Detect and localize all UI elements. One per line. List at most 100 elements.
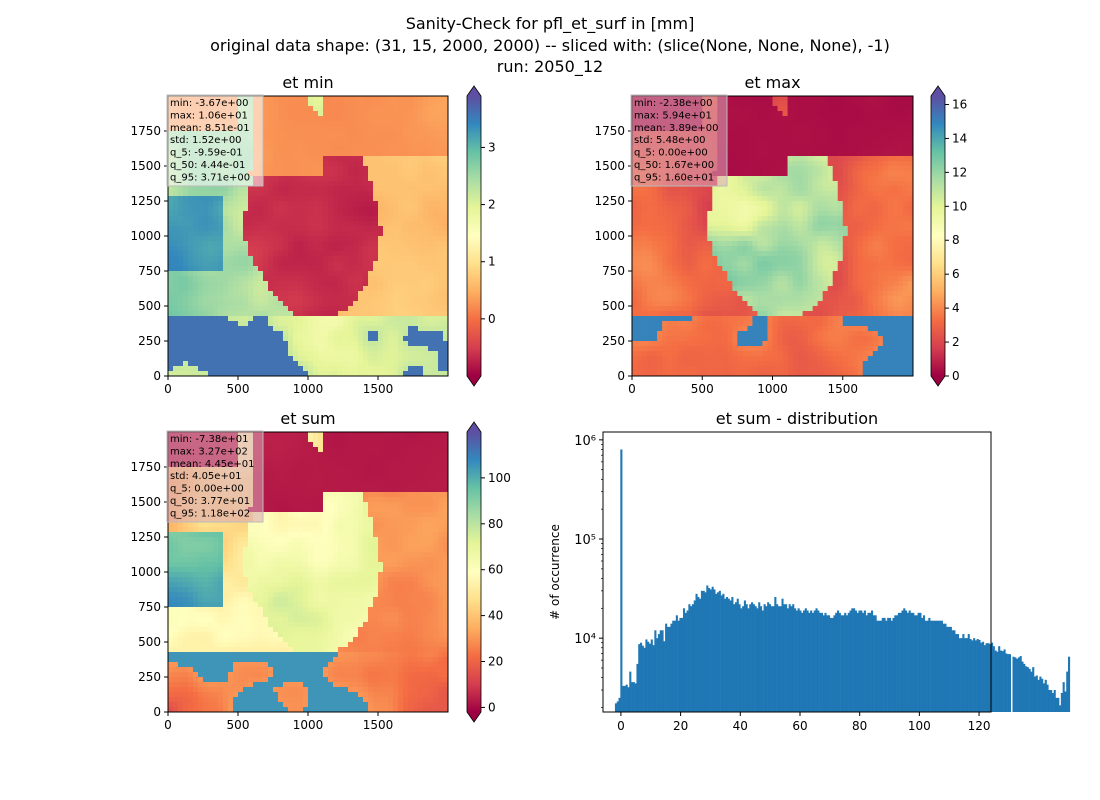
heatmap-cell [228, 221, 234, 227]
heatmap-cell [313, 206, 319, 212]
heatmap-cell [802, 166, 809, 172]
heatmap-cell [338, 281, 344, 287]
heatmap-cell [283, 241, 289, 247]
heatmap-cell [378, 201, 384, 207]
heatmap-cell [657, 201, 663, 207]
heatmap-cell [443, 216, 449, 222]
heatmap-cell [343, 366, 349, 372]
heatmap-cell [288, 341, 294, 347]
heatmap-cell [268, 161, 274, 167]
y-tick-label: 1750 [130, 124, 161, 138]
heatmap-cell [168, 311, 174, 317]
heatmap-cell [832, 191, 839, 197]
heatmap-cell [892, 156, 899, 162]
heatmap-cell [338, 256, 344, 262]
heatmap-cell [253, 356, 259, 362]
heatmap-cell [183, 201, 189, 207]
heatmap-cell [258, 276, 264, 282]
heatmap-cell [657, 221, 663, 227]
heatmap-cell [388, 246, 394, 252]
heatmap-cell [338, 96, 344, 102]
heatmap-cell [902, 191, 909, 197]
heatmap-cell [418, 201, 424, 207]
heatmap-cell [333, 201, 339, 207]
heatmap-cell [263, 256, 269, 262]
heatmap-cell [827, 151, 834, 157]
heatmap-cell [338, 141, 344, 147]
heatmap-cell [333, 356, 339, 362]
heatmap-cell [308, 276, 314, 282]
heatmap-cell [353, 206, 359, 212]
heatmap-cell [273, 356, 279, 362]
heatmap-cell [398, 206, 404, 212]
heatmap-cell [827, 246, 834, 252]
heatmap-cell [258, 246, 264, 252]
heatmap-cell [772, 141, 778, 147]
heatmap-cell [293, 246, 299, 252]
heatmap-cell [433, 296, 439, 302]
heatmap-cell [847, 201, 854, 207]
heatmap-cell [877, 96, 884, 102]
heatmap-cell [273, 171, 279, 177]
heatmap-cell [807, 236, 814, 242]
heatmap-cell [872, 231, 879, 237]
heatmap-cell [253, 251, 259, 257]
heatmap-cell [278, 136, 284, 142]
heatmap-cell [413, 186, 419, 192]
heatmap-cell [872, 101, 879, 107]
heatmap-cell [268, 351, 274, 357]
heatmap-cell [373, 346, 379, 352]
heatmap-cell [398, 336, 404, 342]
heatmap-cell [193, 281, 199, 287]
heatmap-cell [882, 121, 889, 127]
heatmap-cell [308, 96, 314, 102]
heatmap-cell [348, 141, 354, 147]
heatmap-cell [862, 206, 869, 212]
heatmap-cell [318, 356, 324, 362]
heatmap-cell [368, 106, 374, 112]
heatmap-cell [842, 136, 849, 142]
heatmap-cell [867, 121, 874, 127]
heatmap-cell [428, 306, 434, 312]
heatmap-cell [298, 351, 304, 357]
heatmap-cell [842, 211, 849, 217]
heatmap-cell [238, 221, 244, 227]
heatmap-cell [777, 226, 783, 232]
heatmap-cell [233, 261, 239, 267]
heatmap-cell [358, 211, 364, 217]
heatmap-cell [822, 116, 829, 122]
heatmap-cell [413, 191, 419, 197]
heatmap-cell [243, 226, 249, 232]
heatmap-cell [313, 371, 319, 377]
heatmap-cell [383, 356, 389, 362]
heatmap-cell [173, 226, 179, 232]
heatmap-cell [283, 206, 289, 212]
heatmap-cell [433, 231, 439, 237]
heatmap-cell [363, 261, 369, 267]
heatmap-cell [183, 256, 189, 262]
heatmap-cell [438, 331, 444, 337]
heatmap-cell [797, 126, 804, 132]
heatmap-cell [353, 141, 359, 147]
heatmap-cell [822, 136, 829, 142]
heatmap-cell [278, 206, 284, 212]
heatmap-cell [248, 276, 254, 282]
heatmap-cell [423, 276, 429, 282]
heatmap-cell [348, 196, 354, 202]
heatmap-cell [752, 216, 758, 222]
heatmap-cell [343, 96, 349, 102]
heatmap-cell [383, 131, 389, 137]
heatmap-cell [408, 366, 414, 372]
heatmap-cell [782, 151, 788, 157]
heatmap-cell [173, 211, 179, 217]
heatmap-cell [288, 356, 294, 362]
heatmap-cell [313, 156, 319, 162]
heatmap-cell [383, 276, 389, 282]
heatmap-cell [403, 276, 409, 282]
heatmap-cell [877, 176, 884, 182]
heatmap-cell [263, 241, 269, 247]
heatmap-cell [677, 256, 683, 262]
heatmap-cell [423, 326, 429, 332]
heatmap-cell [822, 141, 829, 147]
heatmap-cell [188, 246, 194, 252]
